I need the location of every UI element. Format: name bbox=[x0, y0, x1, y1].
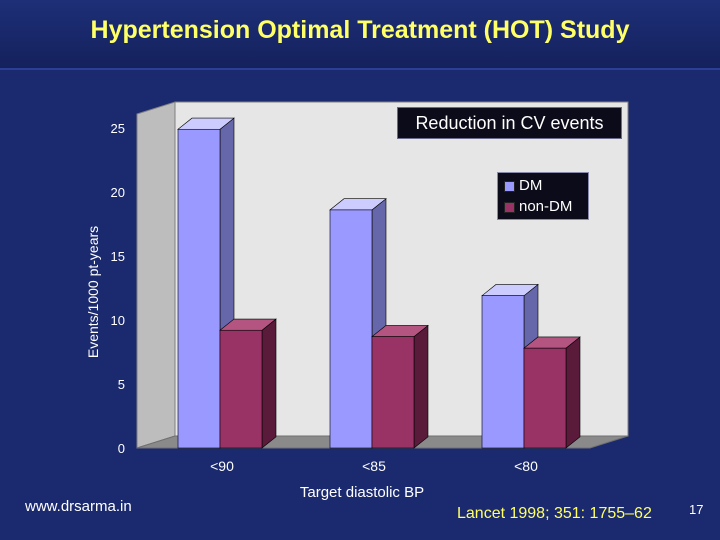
legend-item-dm: DM bbox=[504, 176, 542, 196]
slide-number: 17 bbox=[689, 502, 704, 517]
y-tick-label: 10 bbox=[111, 313, 125, 328]
bar bbox=[481, 295, 525, 449]
source-url: www.drsarma.in bbox=[25, 498, 132, 515]
y-tick-label: 15 bbox=[111, 249, 125, 264]
y-axis-title: Events/1000 pt-years bbox=[85, 226, 101, 358]
bar bbox=[371, 336, 415, 449]
bar-side bbox=[413, 324, 429, 449]
legend-label-dm: DM bbox=[519, 177, 543, 194]
legend-label-non-dm: non-DM bbox=[519, 198, 573, 215]
y-tick-label: 20 bbox=[111, 185, 125, 200]
y-tick-label: 0 bbox=[118, 441, 125, 456]
y-tick-label: 5 bbox=[118, 377, 125, 392]
title-band: Hypertension Optimal Treatment (HOT) Stu… bbox=[0, 0, 720, 70]
chart-annotation-box: Reduction in CV events bbox=[397, 107, 622, 139]
chart-legend: DM non-DM bbox=[497, 172, 589, 220]
chart-side-wall bbox=[136, 101, 176, 449]
bar bbox=[329, 209, 373, 449]
legend-swatch-non-dm bbox=[504, 201, 515, 213]
bar-side bbox=[565, 336, 581, 449]
y-tick-label: 25 bbox=[111, 121, 125, 136]
x-tick-label: <80 bbox=[514, 458, 538, 474]
bar bbox=[219, 329, 263, 449]
bar bbox=[523, 347, 567, 449]
x-axis-title: Target diastolic BP bbox=[300, 484, 424, 501]
bar bbox=[177, 128, 221, 449]
x-tick-label: <90 bbox=[210, 458, 234, 474]
x-tick-label: <85 bbox=[362, 458, 386, 474]
slide-title: Hypertension Optimal Treatment (HOT) Stu… bbox=[90, 16, 630, 44]
legend-swatch-dm bbox=[504, 180, 515, 192]
legend-item-non-dm: non-DM bbox=[504, 197, 572, 217]
citation: Lancet 1998; 351: 1755–62 bbox=[457, 505, 652, 522]
bar-side bbox=[261, 318, 277, 449]
